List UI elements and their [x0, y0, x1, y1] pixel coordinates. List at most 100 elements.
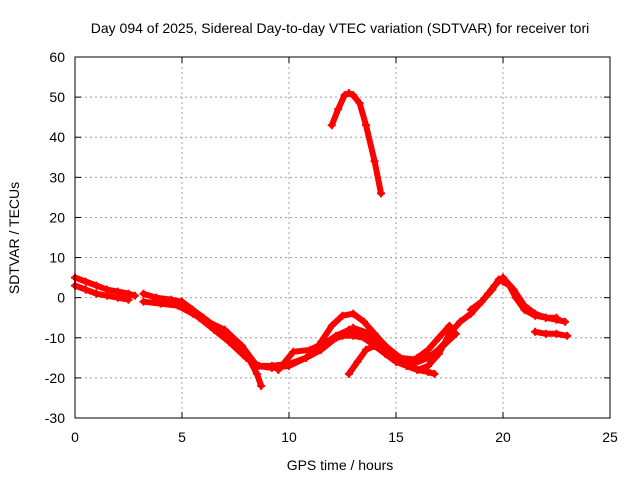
data-point	[381, 345, 390, 354]
x-axis-label: GPS time / hours	[287, 457, 394, 473]
grid	[75, 57, 610, 418]
data-point	[334, 105, 343, 114]
y-tick-label: 10	[49, 250, 65, 266]
data-point	[362, 345, 371, 354]
y-tick-label: -10	[45, 330, 65, 346]
data-point	[139, 289, 148, 298]
data-point	[563, 331, 572, 340]
series-track-12	[327, 89, 386, 198]
y-tick-label: 20	[49, 209, 65, 225]
data-point	[430, 369, 439, 378]
data-point	[413, 365, 422, 374]
series-track-10	[466, 273, 561, 322]
data-point	[130, 291, 139, 300]
data-point	[344, 325, 353, 334]
data-point	[327, 335, 336, 344]
series-trace	[532, 328, 571, 339]
data-point	[552, 329, 561, 338]
y-tick-label: 30	[49, 169, 65, 185]
data-point	[541, 329, 550, 338]
y-tick-label: 40	[49, 129, 65, 145]
data-point	[349, 91, 358, 100]
data-point	[252, 369, 261, 378]
data-point	[359, 333, 368, 342]
data-point	[413, 353, 422, 362]
data-point	[355, 99, 364, 108]
data-point	[237, 341, 246, 350]
data-point	[124, 295, 133, 304]
data-point	[349, 309, 358, 318]
data-point	[561, 317, 570, 326]
series-track-11	[531, 327, 572, 340]
x-tick-label: 25	[602, 429, 618, 445]
x-tick-labels: 0 5 10 15 20 25	[71, 429, 618, 445]
series-trace	[275, 338, 329, 373]
chart-title: Day 094 of 2025, Sidereal Day-to-day VTE…	[91, 20, 590, 36]
data-point	[490, 281, 499, 290]
data-point	[353, 357, 362, 366]
data-point	[392, 353, 400, 362]
data-point	[225, 337, 234, 346]
data-point	[520, 301, 529, 310]
data-point	[370, 329, 379, 338]
data-point	[344, 369, 353, 378]
y-tick-label: -20	[45, 370, 65, 386]
data-point	[434, 349, 443, 358]
data-point	[302, 353, 311, 362]
y-tick-labels: -30 -20 -10 0 10 20 30 40 50 60	[45, 49, 65, 426]
data-layer	[71, 89, 572, 390]
data-point	[370, 341, 379, 350]
y-tick-label: -30	[45, 410, 65, 426]
data-point	[81, 285, 90, 294]
data-point	[210, 325, 219, 334]
plot-frame	[74, 56, 611, 419]
data-point	[362, 121, 371, 130]
data-point	[255, 361, 264, 370]
data-point	[445, 329, 454, 338]
data-point	[349, 331, 358, 340]
data-point	[359, 317, 368, 326]
data-point	[317, 337, 326, 346]
series-trace	[467, 274, 560, 321]
x-tick-label: 5	[178, 429, 186, 445]
series-track-7	[317, 275, 570, 374]
x-tick-label: 20	[495, 429, 511, 445]
data-point	[552, 313, 561, 322]
x-tick-label: 15	[388, 429, 404, 445]
data-point	[113, 293, 122, 302]
data-point	[424, 345, 433, 354]
data-point	[178, 301, 186, 310]
data-point	[484, 289, 493, 298]
series-track-9	[344, 321, 454, 378]
data-point	[509, 285, 518, 294]
y-tick-label: 60	[49, 49, 65, 65]
data-point	[327, 321, 336, 330]
data-point	[274, 365, 283, 374]
data-point	[541, 313, 550, 322]
data-point	[531, 309, 540, 318]
data-point	[499, 273, 507, 282]
data-point	[338, 311, 347, 320]
data-point	[445, 321, 454, 330]
data-point	[289, 347, 298, 356]
data-point	[103, 291, 112, 300]
data-point	[344, 89, 353, 98]
data-point	[338, 331, 347, 340]
y-tick-label: 50	[49, 89, 65, 105]
data-point	[156, 299, 165, 308]
data-point	[370, 157, 379, 166]
data-point	[340, 91, 349, 100]
x-tick-label: 10	[281, 429, 297, 445]
data-point	[242, 353, 251, 362]
data-point	[195, 313, 204, 322]
data-point	[466, 305, 475, 314]
data-point	[139, 297, 148, 306]
data-point	[531, 327, 540, 336]
data-point	[92, 289, 101, 298]
data-point	[267, 361, 276, 370]
data-point	[477, 297, 486, 306]
data-point	[306, 345, 315, 354]
data-point	[434, 333, 443, 342]
y-axis-label: SDTVAR / TECUs	[6, 182, 22, 294]
